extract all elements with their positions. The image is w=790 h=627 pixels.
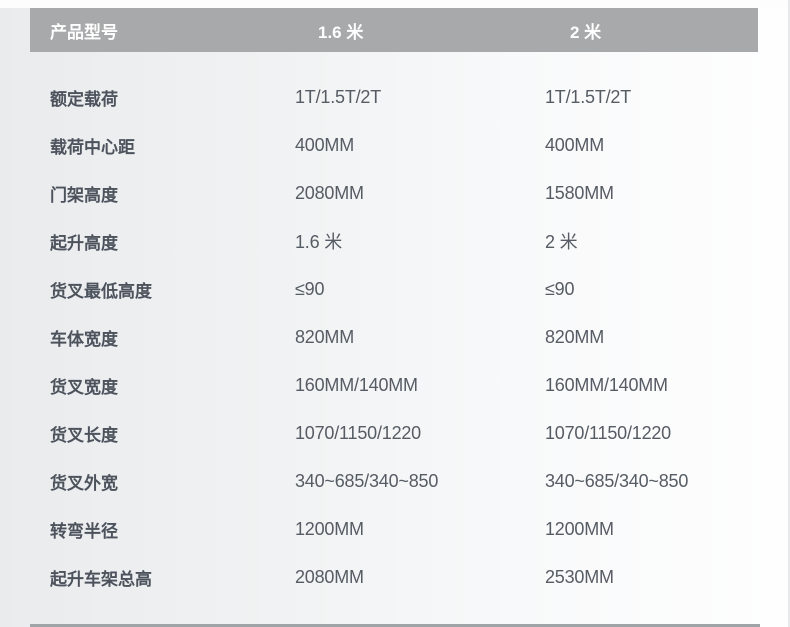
row-value-col2: 400MM xyxy=(545,134,605,155)
row-value-col1: ≤90 xyxy=(295,278,325,299)
table-row: 额定载荷 1T/1.5T/2T 1T/1.5T/2T xyxy=(30,73,758,121)
row-label: 货叉宽度 xyxy=(50,377,118,397)
table-row: 货叉宽度 160MM/140MM 160MM/140MM xyxy=(30,361,758,409)
table-row: 货叉外宽 340~685/340~850 340~685/340~850 xyxy=(30,457,758,505)
row-label: 货叉外宽 xyxy=(50,473,118,493)
top-strip xyxy=(0,0,788,8)
row-label: 车体宽度 xyxy=(50,329,118,349)
table-row: 车体宽度 820MM 820MM xyxy=(30,313,758,361)
row-value-col2: 160MM/140MM xyxy=(545,374,668,395)
table-row: 起升车架总高 2080MM 2530MM xyxy=(30,553,758,601)
row-value-col1: 2080MM xyxy=(295,566,364,587)
table-row: 货叉长度 1070/1150/1220 1070/1150/1220 xyxy=(30,409,758,457)
row-value-col2: 1070/1150/1220 xyxy=(545,422,671,443)
row-label: 起升高度 xyxy=(50,233,118,253)
row-value-col1: 820MM xyxy=(295,326,355,347)
row-value-col2: 340~685/340~850 xyxy=(545,470,689,491)
table-row: 转弯半径 1200MM 1200MM xyxy=(30,505,758,553)
table-row: 货叉最低高度 ≤90 ≤90 xyxy=(30,265,758,313)
row-value-col1: 340~685/340~850 xyxy=(295,470,439,491)
header-column-2m: 2 米 xyxy=(570,22,602,42)
row-value-col1: 400MM xyxy=(295,134,355,155)
row-value-col1: 2080MM xyxy=(295,182,364,203)
row-value-col1: 1.6 米 xyxy=(295,232,343,252)
table-row: 载荷中心距 400MM 400MM xyxy=(30,121,758,169)
table-row: 门架高度 2080MM 1580MM xyxy=(30,169,758,217)
row-value-col1: 1070/1150/1220 xyxy=(295,422,421,443)
row-value-col2: 1580MM xyxy=(545,182,614,203)
row-value-col2: 1200MM xyxy=(545,518,614,539)
spec-table-header: 产品型号 1.6 米 2 米 xyxy=(30,8,758,52)
row-value-col2: 1T/1.5T/2T xyxy=(545,86,632,107)
spec-rows: 额定载荷 1T/1.5T/2T 1T/1.5T/2T 载荷中心距 400MM 4… xyxy=(30,52,758,601)
header-column-1-6m: 1.6 米 xyxy=(318,22,364,42)
row-label: 货叉最低高度 xyxy=(50,281,152,301)
row-value-col2: 2 米 xyxy=(545,232,578,252)
row-label: 门架高度 xyxy=(50,185,118,205)
row-value-col1: 160MM/140MM xyxy=(295,374,418,395)
row-value-col2: ≤90 xyxy=(545,278,575,299)
row-value-col2: 820MM xyxy=(545,326,605,347)
row-label: 额定载荷 xyxy=(50,89,118,109)
header-product-model: 产品型号 xyxy=(50,22,118,42)
bottom-divider xyxy=(30,624,760,627)
row-label: 起升车架总高 xyxy=(50,569,152,589)
row-label: 转弯半径 xyxy=(50,521,118,541)
table-row: 起升高度 1.6 米 2 米 xyxy=(30,217,758,265)
row-value-col2: 2530MM xyxy=(545,566,614,587)
row-value-col1: 1T/1.5T/2T xyxy=(295,86,382,107)
row-value-col1: 1200MM xyxy=(295,518,364,539)
row-label: 货叉长度 xyxy=(50,425,118,445)
row-label: 载荷中心距 xyxy=(50,137,135,157)
